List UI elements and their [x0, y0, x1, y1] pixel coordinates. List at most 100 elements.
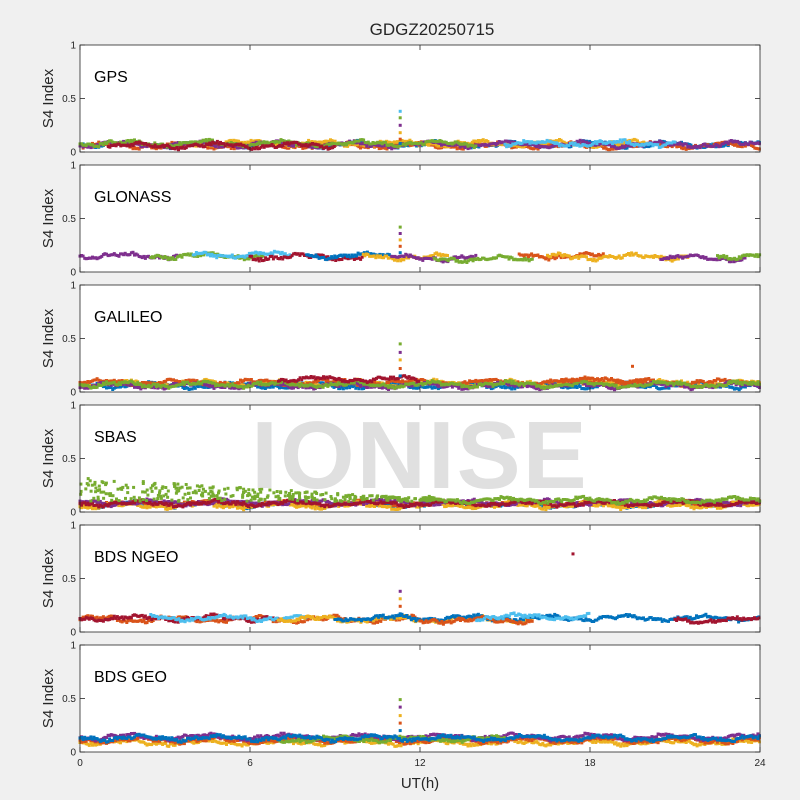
- data-point: [525, 253, 529, 257]
- data-point: [739, 142, 743, 146]
- data-point: [405, 253, 409, 257]
- data-point: [452, 141, 456, 145]
- data-point: [279, 252, 283, 256]
- data-point: [683, 142, 687, 146]
- data-point: [301, 143, 305, 147]
- data-point: [501, 255, 505, 258]
- data-point: [198, 140, 202, 144]
- data-point: [385, 147, 389, 151]
- data-point: [263, 252, 267, 256]
- data-point: [547, 139, 551, 143]
- data-point: [137, 255, 141, 258]
- data-point: [240, 143, 244, 147]
- data-point: [701, 380, 705, 383]
- data-point: [248, 254, 252, 258]
- data-point: [337, 258, 341, 262]
- data-point: [455, 256, 459, 260]
- data-point: [502, 381, 506, 385]
- data-point: [391, 141, 395, 145]
- data-point: [159, 142, 163, 146]
- data-point: [167, 377, 171, 381]
- data-point: [660, 258, 664, 261]
- data-point: [659, 143, 663, 147]
- data-point: [559, 138, 563, 142]
- data-point: [595, 258, 599, 262]
- data-point: [426, 385, 429, 389]
- data-point: [507, 140, 510, 144]
- data-point: [284, 146, 288, 150]
- data-point: [322, 256, 326, 260]
- data-point: [748, 253, 752, 257]
- data-point: [183, 252, 187, 256]
- data-point: [265, 380, 269, 384]
- data-point: [435, 251, 439, 255]
- data-point: [89, 256, 93, 260]
- data-point: [626, 141, 630, 145]
- data-point: [383, 254, 387, 258]
- data-point: [463, 146, 467, 150]
- data-point: [413, 256, 417, 259]
- data-point: [267, 144, 271, 148]
- data-point: [133, 253, 136, 257]
- data-point: [581, 254, 585, 258]
- data-point: [344, 253, 348, 257]
- data-point: [268, 144, 272, 148]
- y-tick-label: 0.5: [62, 94, 76, 105]
- data-point: [250, 254, 254, 258]
- data-point: [381, 253, 385, 257]
- data-point: [476, 256, 480, 260]
- data-point: [455, 384, 459, 388]
- data-point: [545, 256, 549, 260]
- data-point: [167, 386, 171, 390]
- y-axis-label: S4 Index: [40, 188, 57, 248]
- data-point: [547, 258, 551, 262]
- data-point: [481, 138, 485, 142]
- data-point: [438, 142, 442, 145]
- data-point: [581, 139, 585, 143]
- data-point: [734, 142, 738, 146]
- data-point: [578, 255, 582, 259]
- data-point: [600, 254, 604, 258]
- data-point: [675, 256, 679, 260]
- data-point: [428, 142, 432, 146]
- data-point: [527, 145, 531, 149]
- data-point: [754, 141, 758, 145]
- data-point: [387, 145, 390, 149]
- data-point: [338, 142, 342, 146]
- data-point: [232, 147, 236, 151]
- data-point: [552, 144, 556, 147]
- data-point: [209, 380, 213, 384]
- data-point: [623, 138, 627, 142]
- data-point: [570, 256, 574, 260]
- data-point: [377, 386, 381, 389]
- data-point: [351, 385, 355, 389]
- data-point: [394, 380, 398, 384]
- data-point: [466, 256, 470, 259]
- data-point: [523, 256, 526, 260]
- data-point: [339, 253, 343, 257]
- data-point: [397, 257, 401, 261]
- data-point: [306, 141, 309, 145]
- data-point: [201, 138, 205, 142]
- data-point: [111, 253, 115, 257]
- data-point: [378, 252, 382, 256]
- data-point: [332, 385, 336, 389]
- data-point: [212, 147, 216, 151]
- data-point: [432, 382, 436, 386]
- data-point: [103, 382, 107, 386]
- data-point: [159, 381, 163, 385]
- y-tick-label: 0.5: [62, 214, 76, 225]
- data-point: [644, 386, 648, 390]
- data-point: [270, 254, 274, 258]
- data-point: [133, 146, 136, 150]
- data-point: [669, 383, 673, 387]
- data-point: [105, 386, 108, 390]
- data-point: [475, 385, 479, 389]
- data-point: [690, 254, 694, 258]
- data-point: [442, 257, 445, 261]
- data-point: [426, 382, 429, 386]
- data-point: [223, 381, 227, 384]
- data-point: [715, 258, 719, 262]
- data-point: [739, 386, 743, 390]
